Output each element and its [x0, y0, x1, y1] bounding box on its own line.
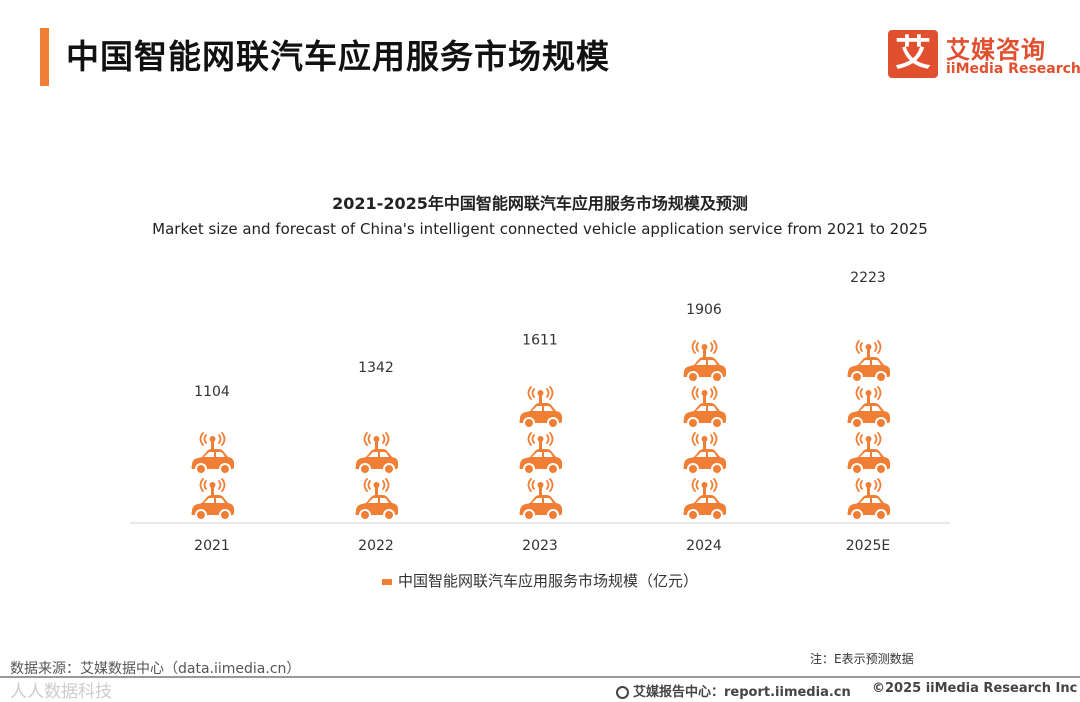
car-icon — [846, 386, 891, 429]
footer-divider — [0, 676, 1080, 678]
car-icon — [354, 386, 399, 429]
car-icon — [682, 478, 727, 521]
legend-swatch — [381, 578, 392, 585]
car-icon — [682, 432, 727, 475]
bar-2021 — [190, 410, 235, 521]
car-icon — [354, 478, 399, 521]
logo-mark: 艾 — [888, 30, 938, 78]
watermark: 人人数据科技 — [10, 682, 112, 702]
x-tick-2025E: 2025E — [846, 538, 890, 554]
data-label-2024: 1906 — [686, 302, 722, 318]
title-accent-bar — [40, 28, 49, 86]
car-icon — [518, 478, 563, 521]
legend-label: 中国智能网联汽车应用服务市场规模（亿元） — [397, 572, 698, 590]
car-icon — [846, 432, 891, 475]
x-tick-2023: 2023 — [522, 538, 558, 554]
car-icon — [846, 478, 891, 521]
globe-icon — [616, 686, 629, 699]
bar-2023 — [518, 358, 563, 521]
car-icon — [518, 432, 563, 475]
car-icon — [846, 295, 891, 337]
forecast-note: 注：E表示预测数据 — [810, 652, 914, 666]
iimedia-logo: 艾 艾媒咨询 iiMedia Research — [888, 28, 1080, 84]
car-icon — [518, 386, 563, 429]
data-label-2022: 1342 — [358, 360, 394, 376]
footer-copyright: ©2025 iiMedia Research Inc — [872, 681, 1078, 696]
logo-english-name: iiMedia Research — [946, 61, 1080, 77]
data-label-2021: 1104 — [194, 384, 230, 400]
logo-chinese-name: 艾媒咨询 — [946, 36, 1046, 64]
car-icon — [190, 432, 235, 475]
data-label-2023: 1611 — [522, 332, 558, 348]
data-label-2025E: 2223 — [850, 270, 886, 286]
bar-2022 — [354, 386, 399, 521]
footer-report-link[interactable]: 艾媒报告中心：report.iimedia.cn — [616, 681, 851, 700]
car-icon — [354, 432, 399, 475]
x-tick-2022: 2022 — [358, 538, 394, 554]
data-source: 数据来源：艾媒数据中心（data.iimedia.cn） — [10, 661, 301, 677]
car-icon — [682, 340, 727, 383]
car-icon — [190, 478, 235, 521]
bar-2025E — [846, 295, 891, 521]
chart-legend: 中国智能网联汽车应用服务市场规模（亿元） — [0, 570, 1080, 591]
x-tick-2021: 2021 — [194, 538, 230, 554]
car-icon — [682, 386, 727, 429]
bar-2024 — [682, 328, 727, 521]
car-icon — [846, 340, 891, 383]
chart-subtitle: Market size and forecast of China's inte… — [152, 220, 928, 238]
footer-report-text: 艾媒报告中心：report.iimedia.cn — [633, 685, 851, 700]
x-tick-2024: 2024 — [686, 538, 722, 554]
page-title: 中国智能网联汽车应用服务市场规模 — [66, 37, 610, 76]
chart-title: 2021-2025年中国智能网联汽车应用服务市场规模及预测 — [332, 194, 748, 213]
